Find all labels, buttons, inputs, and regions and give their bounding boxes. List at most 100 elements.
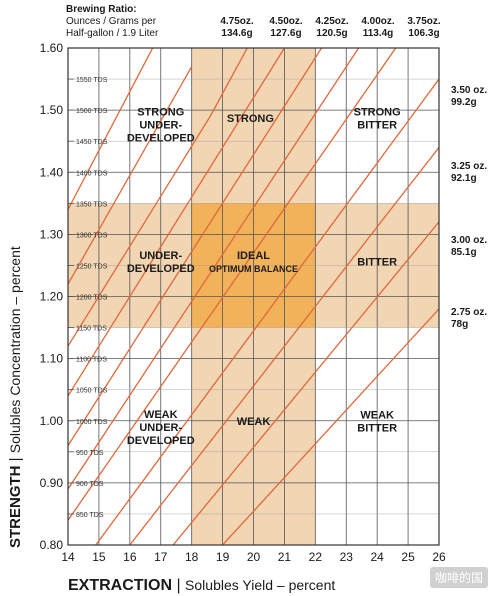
tds-tick-label: 1100 TDS	[76, 357, 107, 364]
ratio-lines	[68, 48, 439, 545]
top-ratio-label: 4.50oz. 127.6g	[263, 16, 309, 40]
axis-labels-layer: EXTRACTION | Solubles Yield – percent STR…	[7, 246, 335, 594]
region-label-line: WEAK	[360, 409, 394, 421]
y-tick-label: 0.80	[40, 538, 64, 552]
y-tick-label: 1.30	[40, 227, 64, 241]
y-tick-label: 1.10	[40, 352, 64, 366]
tds-tick-label: 850 TDS	[76, 512, 104, 519]
brewing-ratio-subtitle-1: Ounces / Grams per	[66, 16, 157, 27]
minor-y-gridlines	[68, 78, 439, 515]
x-tick-label: 16	[123, 550, 137, 564]
x-axis-title: EXTRACTION | Solubles Yield – percent	[68, 577, 335, 594]
region-label-line: IDEAL	[237, 250, 270, 262]
watermark: 咖啡的国	[429, 567, 488, 588]
top-ratio-label: 4.25oz. 120.5g	[309, 16, 355, 40]
x-axis-title-rest: Solubles Yield – percent	[185, 577, 335, 593]
right-ratio-label: 2.75 oz. 78g	[451, 307, 487, 331]
tds-tick-label: 900 TDS	[76, 481, 104, 488]
region-label: BITTER	[357, 257, 397, 269]
region-label-line: STRONG	[227, 113, 274, 125]
plot-frame	[67, 47, 440, 546]
tds-tick-label: 1150 TDS	[76, 326, 107, 333]
ratio-line	[68, 48, 397, 521]
y-tick-label: 1.20	[40, 290, 64, 304]
x-axis-title-bold: EXTRACTION	[68, 577, 172, 594]
region-label: WEAK BITTER	[357, 409, 397, 434]
x-tick-label: 14	[61, 550, 75, 564]
ratio-oz: 2.75 oz.	[451, 307, 488, 318]
ratio-line	[129, 147, 439, 545]
x-tick-label: 15	[92, 550, 106, 564]
ratio-grams: 99.2g	[451, 97, 477, 108]
y-tick-label: 1.00	[40, 414, 64, 428]
y-tick-label: 1.50	[40, 103, 64, 117]
ratio-grams: 85.1g	[451, 247, 477, 258]
x-tick-label: 20	[247, 550, 261, 564]
ratio-grams: 113.4g	[362, 28, 394, 39]
tds-tick-label: 1450 TDS	[76, 139, 108, 146]
ratio-grams: 134.6g	[221, 28, 253, 39]
ratio-oz: 4.50oz.	[269, 16, 303, 27]
region-label-line: DEVELOPED	[127, 435, 195, 447]
x-tick-label: 24	[370, 550, 384, 564]
region-label-line: WEAK	[144, 409, 178, 421]
region-label: WEAK	[237, 416, 271, 428]
ratio-grams: 120.5g	[316, 28, 348, 39]
y-axis-title-separator: |	[7, 453, 24, 465]
y-axis-title: STRENGTH | Solubles Concentration – perc…	[7, 246, 24, 548]
region-label: STRONG	[227, 113, 274, 125]
region-label-line: WEAK	[237, 416, 271, 428]
region-label-line: BITTER	[357, 422, 397, 434]
x-tick-label: 26	[432, 550, 446, 564]
x-tick-label: 18	[185, 550, 199, 564]
tds-tick-label: 1550 TDS	[76, 77, 108, 84]
tds-tick-label: 1250 TDS	[76, 263, 108, 270]
axes-layer: 14 15 16 17 18 19 20 21 22 23 24 25 26 0.80 0.90 1.00 1.…	[40, 41, 446, 564]
tds-ticks-layer: 850 TDS 900 TDS 950 TDS 1000 TDS 1050 TDS 110…	[68, 77, 108, 519]
region-label: WEAK UNDER-DEVELOPED	[127, 409, 195, 447]
ratio-grams: 92.1g	[451, 173, 477, 184]
region-label: STRONG UNDER-DEVELOPED	[127, 106, 195, 144]
ratio-oz: 3.25 oz.	[451, 161, 488, 172]
tds-tick-label: 950 TDS	[76, 450, 104, 457]
right-ratio-label: 3.25 oz. 92.1g	[451, 161, 487, 185]
region-label: IDEAL OPTIMUM BALANCE	[209, 250, 298, 274]
tds-tick-label: 1400 TDS	[76, 170, 108, 177]
y-tick-label: 0.90	[40, 476, 64, 490]
y-axis-title-rest: Solubles Concentration – percent	[7, 246, 23, 453]
ratio-line	[68, 48, 285, 397]
x-tick-label: 19	[216, 550, 230, 564]
region-label: UNDER-DEVELOPED	[127, 250, 195, 275]
tds-tick-label: 1200 TDS	[76, 295, 108, 302]
ratio-line	[68, 48, 360, 490]
region-label-line: BITTER	[357, 120, 397, 132]
ratio-oz: 3.00 oz.	[451, 235, 488, 246]
right-ratio-label: 3.50 oz. 99.2g	[451, 85, 487, 109]
ratio-line	[68, 48, 248, 347]
region-label-line: STRONG	[137, 106, 184, 118]
ratio-lines-layer	[68, 48, 439, 545]
x-tick-label: 25	[401, 550, 415, 564]
region-label-line: DEVELOPED	[127, 263, 195, 275]
x-tick-label: 23	[340, 550, 354, 564]
region-label: STRONG BITTER	[354, 107, 401, 132]
y-axis-title-bold: STRENGTH	[7, 466, 24, 549]
tds-tick-label: 1350 TDS	[76, 201, 108, 208]
tds-tick-label: 1300 TDS	[76, 232, 108, 239]
region-label-line: UNDER-	[139, 119, 182, 131]
region-label-line: UNDER-	[139, 250, 182, 262]
ratio-line	[222, 308, 439, 545]
ratio-grams: 78g	[451, 319, 469, 330]
ratio-line	[172, 221, 439, 545]
y-tick-label: 1.40	[40, 165, 64, 179]
y-tick-label: 1.60	[40, 41, 64, 55]
x-tick-label: 22	[309, 550, 323, 564]
top-ratio-label: 4.00oz. 113.4g	[355, 16, 401, 40]
x-tick-label: 17	[154, 550, 168, 564]
ratio-oz: 4.00oz.	[361, 16, 395, 27]
ratio-grams: 127.6g	[270, 28, 302, 39]
ratio-line	[68, 48, 154, 210]
ratio-oz: 4.75oz.	[220, 16, 254, 27]
